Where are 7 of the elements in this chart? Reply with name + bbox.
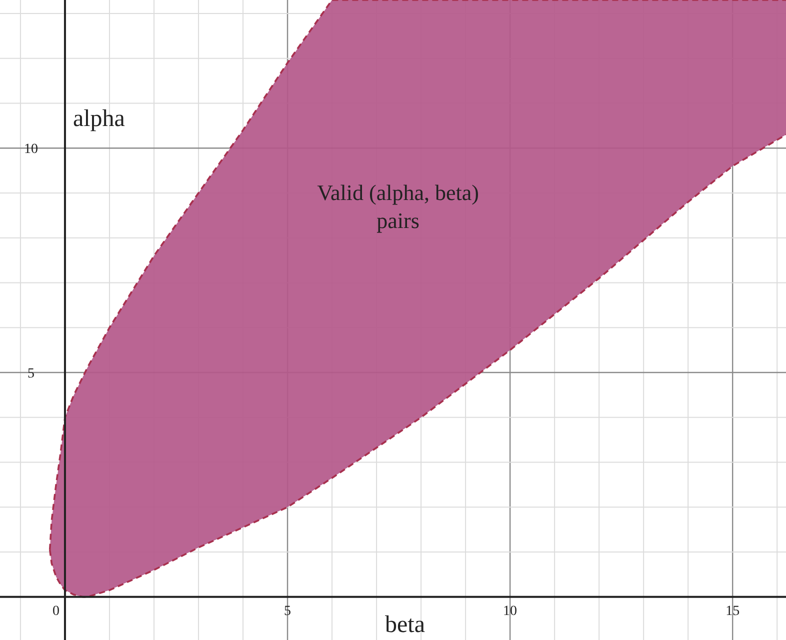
x-tick-label: 0 — [52, 604, 60, 619]
x-tick-label: 15 — [726, 604, 740, 619]
y-axis-title: alpha — [72, 106, 126, 132]
x-tick-label: 5 — [284, 604, 292, 619]
annotation: Valid (alpha, beta) pairs — [317, 180, 479, 233]
x-tick-label: 10 — [503, 604, 518, 619]
x-axis-title: beta — [385, 612, 426, 638]
